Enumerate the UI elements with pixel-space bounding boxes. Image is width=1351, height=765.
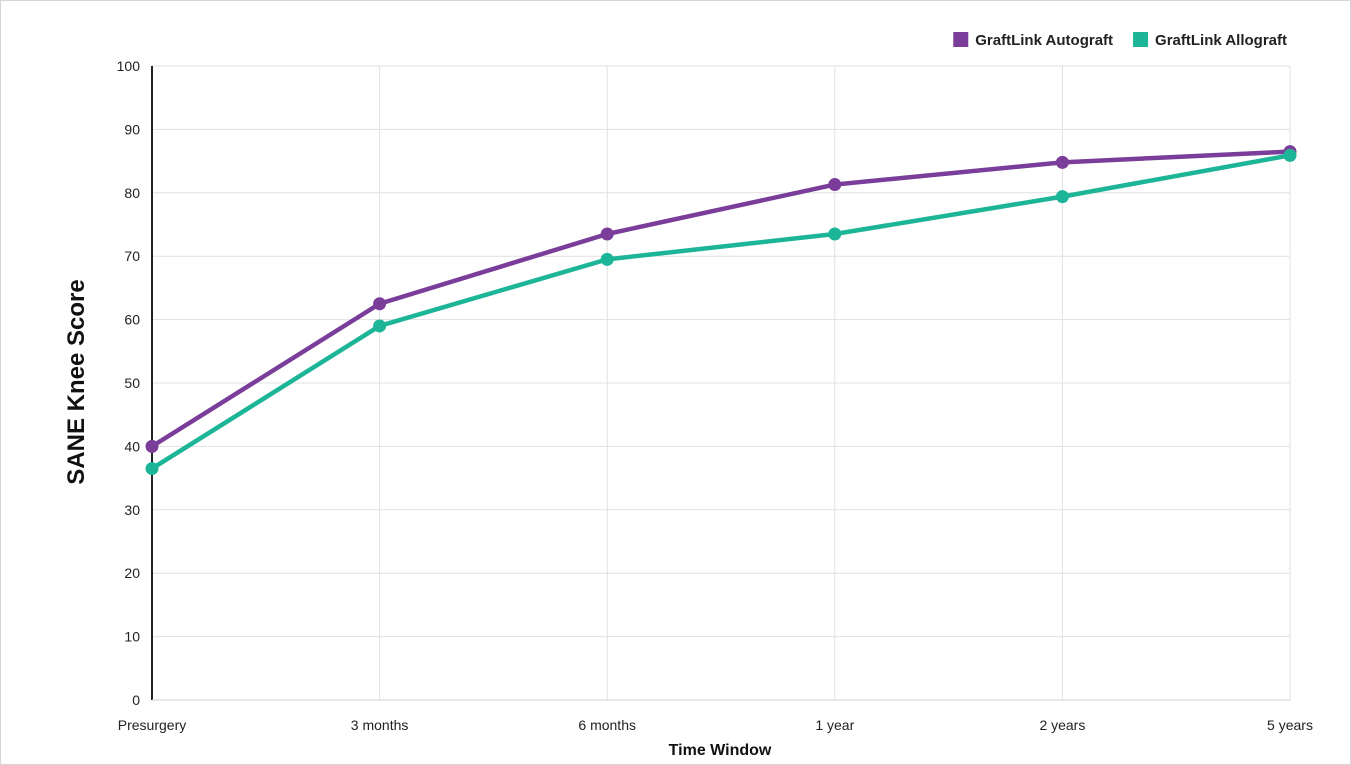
legend-label: GraftLink Allograft — [1155, 32, 1287, 49]
data-point — [145, 439, 159, 453]
axes — [151, 66, 1290, 701]
y-tick-label: 0 — [132, 692, 140, 708]
legend-swatch — [953, 32, 969, 47]
legend-swatch — [1133, 32, 1149, 47]
y-axis-title: SANE Knee Score — [63, 279, 90, 484]
x-tick-label: Presurgery — [118, 717, 186, 733]
y-tick-label: 20 — [124, 565, 140, 581]
data-point — [1055, 155, 1069, 169]
series-line-1 — [149, 153, 1293, 471]
data-point — [373, 319, 387, 333]
y-tick-label: 90 — [124, 121, 140, 137]
data-point — [145, 462, 159, 476]
series-group — [145, 145, 1297, 476]
data-point — [600, 227, 614, 241]
x-tick-label: 6 months — [578, 717, 636, 733]
y-tick-label: 30 — [124, 502, 140, 518]
x-tick-label: 3 months — [351, 717, 409, 733]
data-point — [828, 227, 842, 241]
legend-label: GraftLink Autograft — [975, 32, 1113, 49]
y-tick-label: 10 — [124, 629, 140, 645]
y-tick-label: 70 — [124, 248, 140, 264]
x-axis-title: Time Window — [669, 742, 772, 759]
tick-labels: 0 10 20 30 40 50 60 70 80 90 100 Presurgery 3 months… — [117, 58, 1313, 733]
y-tick-label: 80 — [124, 185, 140, 201]
data-point — [828, 178, 842, 192]
x-tick-label: 5 years — [1267, 717, 1313, 733]
x-tick-label: 2 years — [1039, 717, 1085, 733]
y-tick-label: 60 — [124, 312, 140, 328]
grid — [152, 65, 1291, 700]
data-point — [1283, 148, 1297, 162]
y-tick-label: 40 — [124, 438, 140, 454]
y-tick-label: 50 — [124, 375, 140, 391]
series-line-0 — [149, 149, 1293, 449]
data-point — [373, 297, 387, 311]
legend: GraftLink Allograft GraftLink Autograft — [953, 32, 1287, 49]
y-tick-label: 100 — [117, 58, 141, 74]
x-tick-label: 1 year — [815, 717, 854, 733]
data-point — [600, 252, 614, 266]
data-point — [1055, 190, 1069, 204]
